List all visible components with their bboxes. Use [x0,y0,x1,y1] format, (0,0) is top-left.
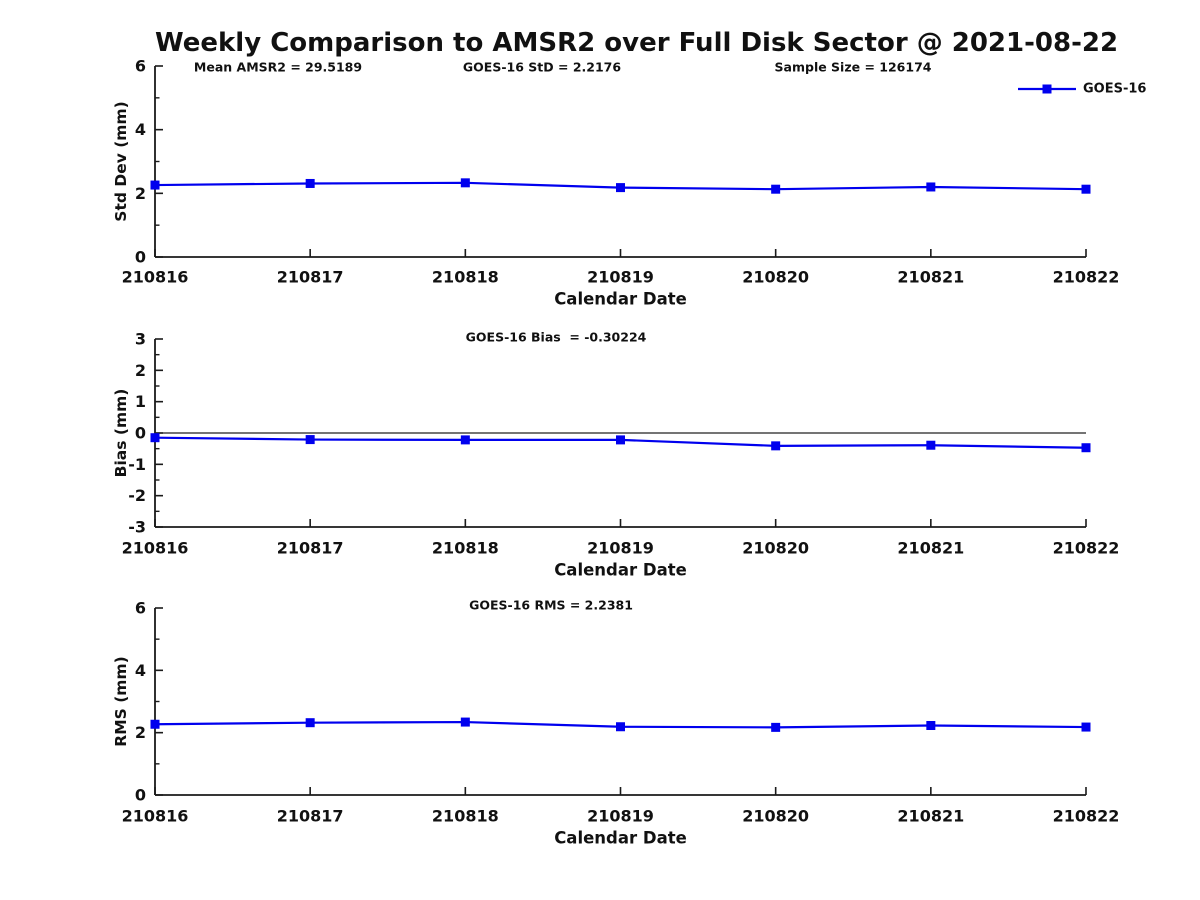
y-tick-label: 4 [135,661,146,680]
legend-marker-sample [1042,84,1052,94]
y-tick-label: -3 [128,518,146,537]
chart-title: Weekly Comparison to AMSR2 over Full Dis… [155,28,1119,58]
data-point-marker [150,180,160,190]
legend: GOES-16 [1018,82,1146,97]
rms-subplot: 0 2 4 6 210816 210817 210818 210819 210820 210821… [112,598,1119,848]
y-tick-label: 2 [135,361,146,380]
y-tick-label: 0 [135,424,146,443]
data-point-marker [150,433,160,443]
x-axis-label: Calendar Date [554,290,687,309]
data-point-marker [305,178,315,188]
data-point-marker [305,718,315,728]
data-point-marker [150,719,160,729]
y-tick-label: 2 [135,723,146,742]
data-point-marker [771,441,781,451]
stat-annotation: GOES-16 RMS = 2.2381 [469,598,633,613]
data-point-marker [460,178,470,188]
x-tick-label: 210820 [742,539,809,558]
data-point-marker [616,183,625,193]
data-point-marker [926,720,936,730]
data-point-marker [1081,184,1091,194]
data-point-marker [926,440,936,450]
y-tick-label: 0 [135,248,146,267]
x-tick-label: 210819 [587,807,654,826]
x-tick-label: 210818 [432,807,499,826]
data-point-marker [616,435,625,445]
x-tick-label: 210821 [897,807,964,826]
legend-label: GOES-16 [1083,82,1146,97]
x-tick-label: 210818 [432,268,499,287]
stat-annotation: Sample Size = 126174 [775,60,932,75]
stat-annotation: Mean AMSR2 = 29.5189 [194,60,362,75]
x-tick-label: 210816 [122,807,189,826]
x-tick-label: 210817 [277,268,344,287]
y-axis-label: Bias (mm) [112,389,130,478]
y-axis-label: Std Dev (mm) [112,101,130,221]
data-point-marker [771,184,781,194]
y-tick-label: 6 [135,57,146,76]
data-point-marker [460,435,470,445]
x-tick-label: 210817 [277,807,344,826]
x-tick-label: 210821 [897,268,964,287]
x-tick-label: 210822 [1053,807,1120,826]
x-tick-label: 210820 [742,268,809,287]
data-point-marker [1081,443,1091,453]
x-tick-label: 210816 [122,539,189,558]
y-axis-label: RMS (mm) [112,656,130,746]
data-point-marker [460,717,470,727]
x-tick-label: 210820 [742,807,809,826]
stat-annotation: GOES-16 Bias = -0.30224 [466,330,647,345]
x-axis-label: Calendar Date [554,561,687,580]
x-tick-label: 210818 [432,539,499,558]
x-tick-label: 210822 [1053,539,1120,558]
std-dev-subplot: 0 2 4 6 210816 210817 210818 210819 210820 210821… [112,57,1146,309]
data-point-marker [616,722,625,732]
y-tick-label: 2 [135,184,146,203]
bias-subplot: -3 -2 -1 0 1 2 3 210816 210817 210818 210819 210820… [112,330,1119,580]
x-tick-label: 210817 [277,539,344,558]
x-tick-label: 210819 [587,539,654,558]
y-tick-label: 0 [135,786,146,805]
x-tick-label: 210816 [122,268,189,287]
data-point-marker [1081,722,1091,732]
x-axis-label: Calendar Date [554,829,687,848]
y-tick-label: 3 [135,330,146,349]
stat-annotation: GOES-16 StD = 2.2176 [463,60,621,75]
data-point-marker [771,722,781,732]
y-tick-label: 4 [135,120,146,139]
y-tick-label: 1 [135,392,146,411]
y-tick-label: -2 [128,486,146,505]
data-point-marker [926,182,936,192]
data-point-marker [305,435,315,445]
y-tick-label: 6 [135,599,146,618]
x-tick-label: 210821 [897,539,964,558]
x-tick-label: 210819 [587,268,654,287]
y-tick-label: -1 [128,455,146,474]
x-tick-label: 210822 [1053,268,1120,287]
